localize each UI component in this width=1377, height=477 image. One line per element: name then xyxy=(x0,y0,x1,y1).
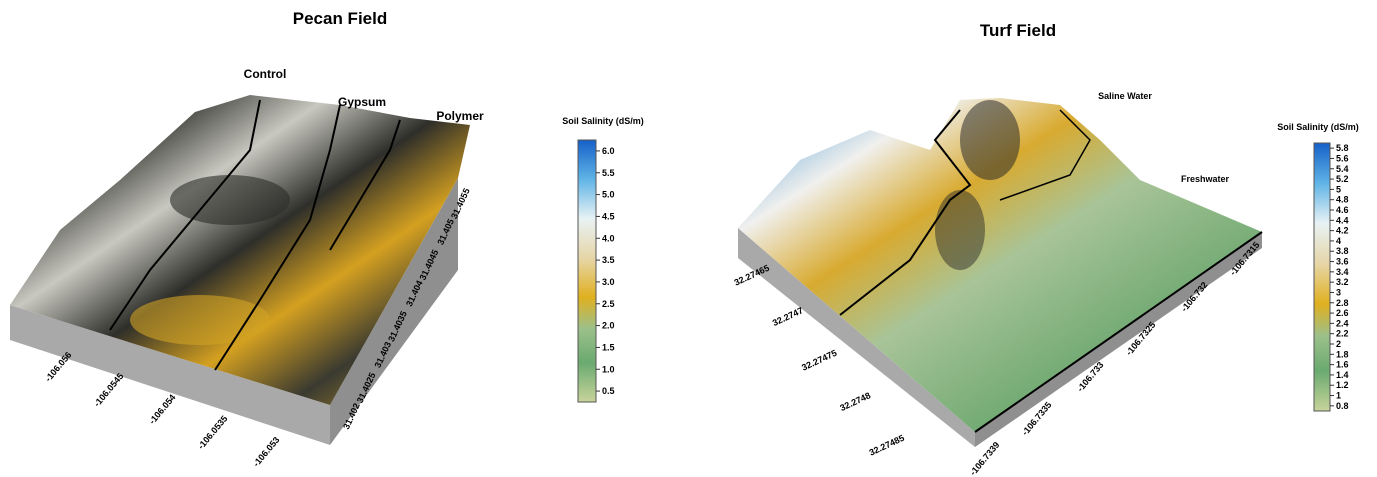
colorbar xyxy=(1313,142,1331,412)
colorbar-label: 4.4 xyxy=(1336,215,1349,225)
colorbar-title: Soil Salinity (dS/m) xyxy=(1277,122,1359,132)
treatment-label: Saline Water xyxy=(1098,91,1152,101)
axis-tick-label: 32.27485 xyxy=(868,433,906,458)
colorbar-label: 4.0 xyxy=(602,233,615,243)
axis-tick-label: -106.054 xyxy=(147,392,177,426)
colorbar-label: 3.4 xyxy=(1336,267,1349,277)
colorbar-label: 1.8 xyxy=(1336,349,1349,359)
colorbar-label: 2 xyxy=(1336,339,1341,349)
colorbar-label: 1.2 xyxy=(1336,380,1349,390)
treatment-label: Polymer xyxy=(436,109,484,123)
colorbar-label: 2.0 xyxy=(602,321,615,331)
colorbar-label: 5.8 xyxy=(1336,143,1349,153)
colorbar-label: 0.8 xyxy=(1336,401,1349,411)
treatment-label: Control xyxy=(244,67,287,81)
axis-tick-label: -106.7339 xyxy=(968,440,1002,477)
colorbar-label: 4.6 xyxy=(1336,205,1349,215)
panel-title: Pecan Field xyxy=(293,9,387,28)
treatment-label: Gypsum xyxy=(338,95,386,109)
axis-tick-label: 32.27475 xyxy=(800,348,838,373)
colorbar-label: 1.5 xyxy=(602,342,615,352)
colorbar-label: 1.0 xyxy=(602,364,615,374)
colorbar-label: 1 xyxy=(1336,391,1341,401)
colorbar-label: 2.2 xyxy=(1336,329,1349,339)
colorbar-label: 4.8 xyxy=(1336,195,1349,205)
turf-surface xyxy=(738,98,1263,447)
colorbar-label: 2.8 xyxy=(1336,298,1349,308)
colorbar-label: 5.5 xyxy=(602,168,615,178)
axis-tick-label: 32.2747 xyxy=(771,305,805,328)
colorbar-label: 5.6 xyxy=(1336,153,1349,163)
colorbar xyxy=(577,139,597,403)
colorbar-label: 3.2 xyxy=(1336,277,1349,287)
colorbar-label: 4.5 xyxy=(602,211,615,221)
panel-title: Turf Field xyxy=(980,21,1056,40)
colorbar-label: 6.0 xyxy=(602,146,615,156)
colorbar-label: 1.6 xyxy=(1336,360,1349,370)
pecan-surface xyxy=(10,95,470,445)
colorbar-label: 5 xyxy=(1336,184,1341,194)
axis-tick-label: 32.2748 xyxy=(838,390,872,413)
colorbar-label: 5.4 xyxy=(1336,164,1349,174)
colorbar-label: 2.6 xyxy=(1336,308,1349,318)
axis-tick-label: -106.0535 xyxy=(196,414,230,451)
colorbar-label: 3.8 xyxy=(1336,246,1349,256)
colorbar-label: 3.5 xyxy=(602,255,615,265)
colorbar-label: 3.6 xyxy=(1336,257,1349,267)
colorbar-label: 3.0 xyxy=(602,277,615,287)
axis-tick-label: -106.053 xyxy=(251,435,281,469)
axis-tick-label: -106.0545 xyxy=(92,371,126,408)
colorbar-label: 1.4 xyxy=(1336,370,1349,380)
colorbar-label: 3 xyxy=(1336,287,1341,297)
colorbar-label: 4.2 xyxy=(1336,226,1349,236)
colorbar-label: 5.2 xyxy=(1336,174,1349,184)
colorbar-label: 2.5 xyxy=(602,299,615,309)
colorbar-title: Soil Salinity (dS/m) xyxy=(562,116,644,126)
treatment-label: Freshwater xyxy=(1181,174,1230,184)
colorbar-label: 5.0 xyxy=(602,190,615,200)
colorbar-label: 2.4 xyxy=(1336,318,1349,328)
colorbar-label: 4 xyxy=(1336,236,1341,246)
colorbar-label: 0.5 xyxy=(602,386,615,396)
